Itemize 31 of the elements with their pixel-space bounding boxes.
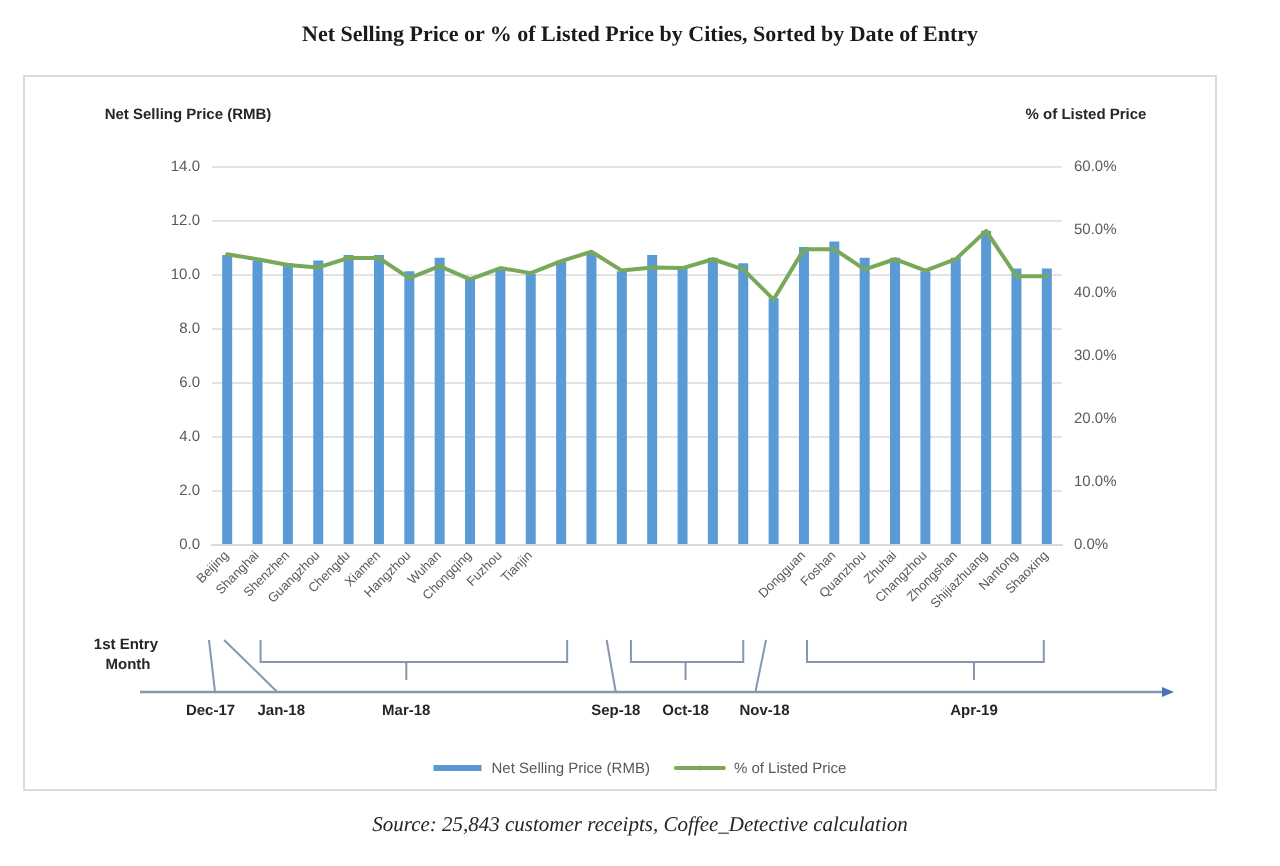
- chart-title: Net Selling Price or % of Listed Price by Cities, Sorted by Date of Entry: [302, 23, 979, 47]
- bar: [1041, 268, 1052, 544]
- bar: [981, 230, 992, 544]
- bar: [768, 298, 779, 544]
- bar: [222, 255, 233, 544]
- source-note: Source: 25,843 customer receipts, Coffee_Detective calculation: [372, 815, 908, 837]
- bar: [465, 276, 476, 544]
- bar: [950, 257, 961, 544]
- bar: [252, 260, 263, 544]
- bar: [373, 255, 384, 544]
- bar: [586, 252, 597, 544]
- bar: [616, 271, 627, 544]
- bar: [1011, 268, 1022, 544]
- bar: [677, 268, 688, 544]
- bar: [890, 257, 901, 544]
- bar: [798, 247, 809, 544]
- bar: [556, 260, 567, 544]
- line-series: [225, 228, 1049, 302]
- bar: [313, 260, 324, 544]
- bar: [495, 268, 506, 544]
- bar: [647, 255, 658, 544]
- bar: [829, 241, 840, 544]
- bar: [525, 274, 536, 544]
- bar: [738, 263, 749, 544]
- bar: [404, 271, 415, 544]
- bar: [434, 257, 445, 544]
- bar: [282, 263, 293, 544]
- bar: [343, 255, 354, 544]
- bar: [707, 257, 718, 544]
- bar: [920, 271, 931, 544]
- bar: [859, 257, 870, 544]
